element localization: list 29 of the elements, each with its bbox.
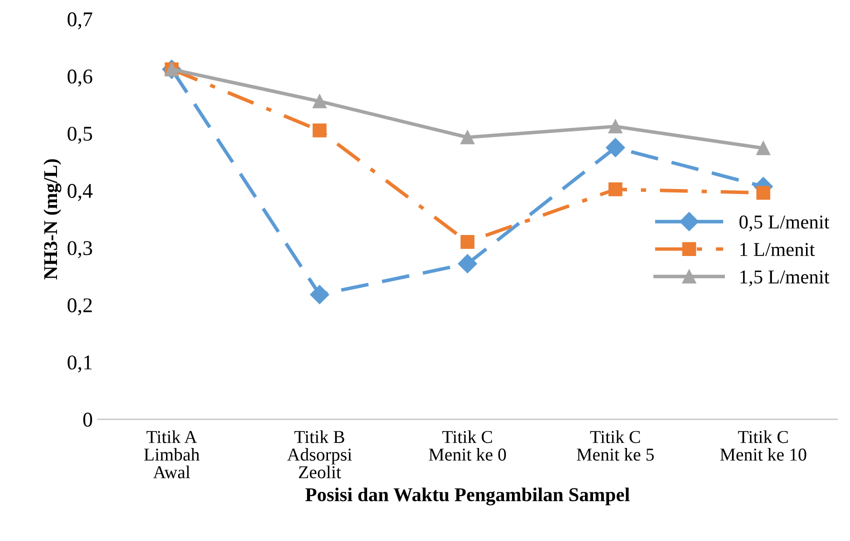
point	[460, 130, 474, 144]
point	[606, 138, 625, 158]
y-tick-label: 0,2	[68, 298, 92, 316]
y-tick-label: 0	[83, 412, 92, 427]
y-tick-label: 0,7	[68, 12, 92, 30]
legend-label: 0,5 L/menit	[739, 215, 830, 232]
x-tick-label: Titik C Menit ke 10	[720, 430, 806, 461]
y-axis-title: NH3-N (mg/L)	[44, 159, 62, 280]
x-tick-label: Titik B Adsorpsi Zeolit	[287, 430, 352, 478]
point	[460, 235, 474, 249]
point	[756, 141, 770, 156]
point	[608, 182, 622, 196]
point	[608, 120, 622, 134]
x-tick-label: Titik A Limbah Awal	[144, 430, 200, 478]
x-tick-label: Titik C Menit ke 5	[576, 430, 654, 461]
y-tick-label: 0,5	[68, 126, 92, 144]
point	[458, 254, 478, 274]
legend-label: 1 L/menit	[740, 242, 815, 256]
point	[310, 285, 330, 304]
y-tick-label: 0,6	[68, 70, 92, 87]
point	[312, 124, 327, 138]
x-axis-title: Posisi dan Waktu Pengambilan Sampel	[305, 488, 630, 506]
legend-label: 1,5 L/menit	[740, 270, 830, 286]
y-tick-label: 0,3	[68, 241, 92, 258]
y-tick-label: 0,1	[68, 355, 92, 373]
point	[756, 186, 770, 200]
x-tick-label: Titik C Menit ke 0	[428, 430, 506, 461]
point	[312, 94, 327, 108]
y-tick-label: 0,4	[68, 184, 93, 201]
